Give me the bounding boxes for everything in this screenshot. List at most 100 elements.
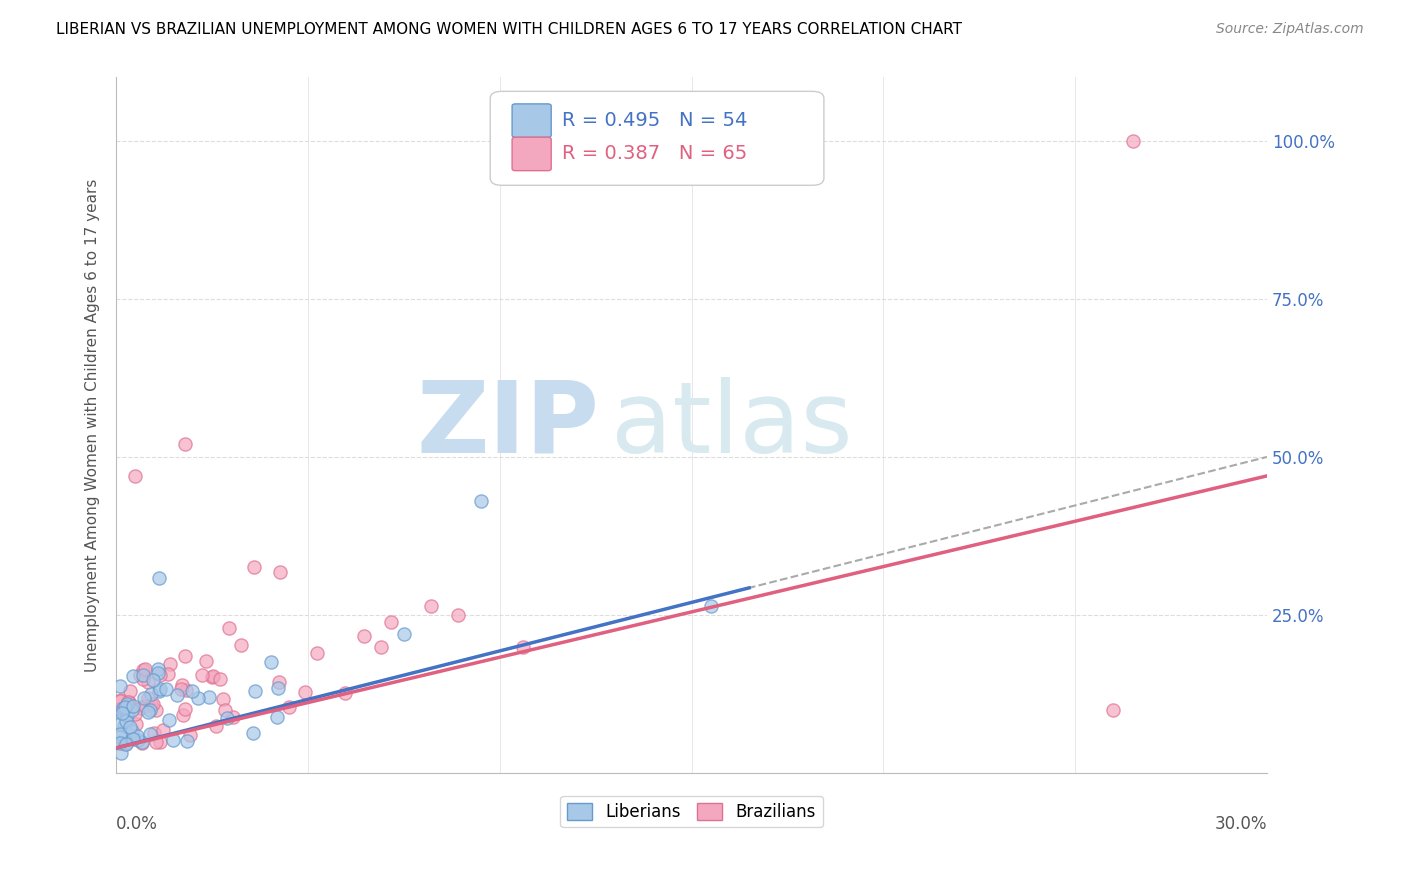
Point bbox=[117, 695, 139, 709]
Point bbox=[122, 731, 145, 746]
Point bbox=[208, 672, 231, 686]
Y-axis label: Unemployment Among Women with Children Ages 6 to 17 years: Unemployment Among Women with Children A… bbox=[86, 178, 100, 672]
Point bbox=[108, 730, 131, 744]
Point bbox=[380, 615, 402, 629]
Point bbox=[1102, 703, 1125, 717]
Point bbox=[447, 608, 470, 623]
Point bbox=[204, 719, 226, 733]
Point bbox=[110, 702, 132, 716]
Point bbox=[215, 711, 238, 725]
Point bbox=[139, 687, 162, 701]
Point bbox=[470, 494, 492, 508]
Point bbox=[166, 688, 188, 702]
Text: atlas: atlas bbox=[612, 376, 852, 474]
Point bbox=[112, 719, 135, 733]
Point bbox=[176, 682, 198, 697]
Point bbox=[122, 699, 145, 714]
Point bbox=[108, 717, 131, 731]
Point bbox=[242, 559, 264, 574]
Point bbox=[134, 691, 156, 706]
Point bbox=[173, 649, 195, 664]
Point bbox=[114, 699, 136, 714]
Point bbox=[114, 737, 136, 751]
Point bbox=[108, 726, 131, 740]
Point bbox=[110, 746, 132, 760]
Point bbox=[136, 690, 159, 705]
Point bbox=[121, 724, 143, 739]
Point bbox=[335, 686, 357, 700]
Point bbox=[108, 679, 131, 693]
Point bbox=[269, 565, 291, 579]
Point bbox=[139, 697, 162, 711]
Point bbox=[174, 437, 197, 451]
Point bbox=[131, 736, 153, 750]
Point bbox=[108, 736, 131, 750]
Point bbox=[179, 728, 201, 742]
Point bbox=[266, 681, 288, 695]
Point bbox=[149, 735, 172, 749]
Point bbox=[111, 706, 134, 721]
Point bbox=[131, 663, 153, 677]
Point bbox=[108, 693, 131, 707]
Point bbox=[1122, 134, 1144, 148]
Point bbox=[138, 675, 160, 690]
Point bbox=[700, 599, 723, 613]
Text: R = 0.387   N = 65: R = 0.387 N = 65 bbox=[561, 145, 747, 163]
Text: R = 0.495   N = 54: R = 0.495 N = 54 bbox=[561, 112, 747, 130]
Point bbox=[112, 706, 135, 721]
Point bbox=[112, 701, 135, 715]
Point bbox=[174, 702, 197, 716]
Point bbox=[170, 682, 193, 697]
Point bbox=[114, 714, 136, 729]
Point bbox=[307, 646, 329, 660]
Point bbox=[108, 734, 131, 748]
Point bbox=[148, 684, 170, 698]
Point bbox=[191, 668, 214, 682]
Point bbox=[212, 692, 235, 706]
Point bbox=[136, 706, 159, 720]
Point bbox=[172, 678, 194, 692]
Legend: Liberians, Brazilians: Liberians, Brazilians bbox=[561, 796, 823, 828]
Point bbox=[370, 640, 392, 654]
Point bbox=[221, 710, 243, 724]
Text: 0.0%: 0.0% bbox=[117, 815, 157, 833]
Point bbox=[132, 698, 155, 713]
Point bbox=[110, 692, 132, 706]
Point bbox=[155, 681, 177, 696]
Point bbox=[278, 700, 301, 714]
Point bbox=[124, 469, 146, 483]
Point bbox=[142, 673, 165, 687]
Point bbox=[121, 703, 143, 717]
Point bbox=[145, 703, 167, 717]
Point bbox=[149, 681, 172, 696]
Point bbox=[148, 662, 170, 676]
Point bbox=[114, 737, 136, 751]
Point bbox=[122, 669, 145, 683]
Point bbox=[353, 629, 375, 643]
Point bbox=[260, 655, 283, 669]
Point bbox=[512, 640, 534, 654]
Point bbox=[148, 571, 170, 585]
Point bbox=[218, 621, 240, 635]
Point bbox=[392, 627, 415, 641]
Point bbox=[195, 654, 218, 668]
Point bbox=[266, 710, 288, 724]
Point bbox=[120, 699, 142, 714]
Text: ZIP: ZIP bbox=[416, 376, 599, 474]
Text: Source: ZipAtlas.com: Source: ZipAtlas.com bbox=[1216, 22, 1364, 37]
Text: LIBERIAN VS BRAZILIAN UNEMPLOYMENT AMONG WOMEN WITH CHILDREN AGES 6 TO 17 YEARS : LIBERIAN VS BRAZILIAN UNEMPLOYMENT AMONG… bbox=[56, 22, 962, 37]
Point bbox=[420, 599, 443, 614]
Point bbox=[142, 725, 165, 739]
Point bbox=[108, 702, 131, 716]
Point bbox=[118, 720, 141, 734]
Point bbox=[138, 702, 160, 716]
Point bbox=[146, 666, 169, 681]
Point bbox=[231, 638, 253, 652]
Point bbox=[124, 707, 146, 722]
Point bbox=[114, 735, 136, 749]
Point bbox=[142, 697, 165, 711]
Point bbox=[125, 717, 148, 731]
Point bbox=[159, 657, 181, 672]
Point bbox=[201, 669, 224, 683]
Point bbox=[294, 685, 316, 699]
